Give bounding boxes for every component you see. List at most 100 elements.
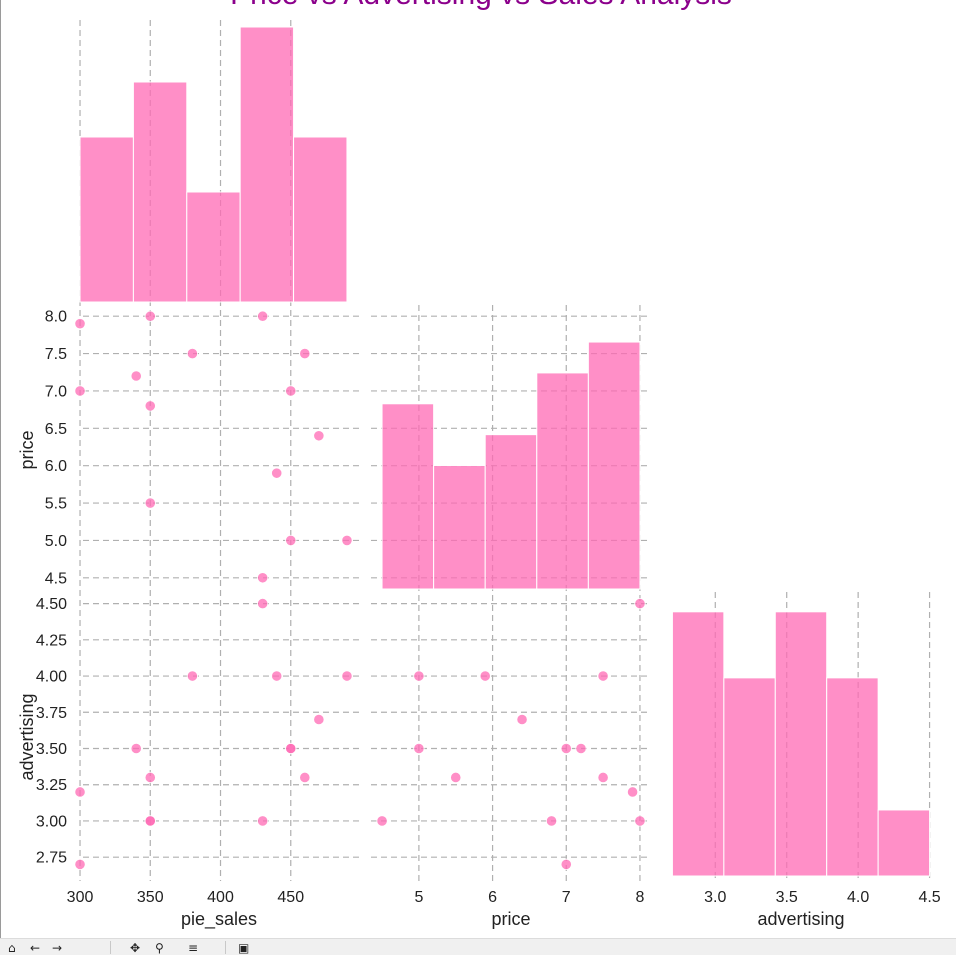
navigation-toolbar: ⌂ ← → ✥ ⚲ ≡ ▣: [0, 938, 956, 954]
scatter-point: [560, 858, 572, 871]
scatter-point: [626, 786, 639, 798]
y-tick-label: 4.25: [36, 632, 67, 649]
scatter-point: [575, 742, 587, 755]
y-axis-label-advertising: advertising: [17, 693, 37, 780]
scatter-point: [186, 670, 199, 682]
scatter-point: [450, 771, 462, 784]
scatter-point: [186, 347, 199, 360]
scatter-advertising-vs-pie-sales: [74, 597, 353, 871]
save-icon[interactable]: ▣: [238, 941, 250, 955]
x-tick-label: 450: [277, 889, 304, 906]
scatter-point: [74, 858, 86, 871]
scatter-point: [413, 670, 425, 682]
histogram-bar: [826, 677, 879, 877]
y-axis-label-price: price: [17, 430, 37, 469]
y-tick-label: 6.5: [45, 421, 67, 438]
scatter-point: [285, 534, 297, 547]
histogram-bar: [484, 434, 538, 590]
toolbar-separator: [110, 941, 111, 954]
y-tick-label: 3.50: [36, 741, 67, 758]
scatter-point: [130, 370, 142, 382]
y-tick-label: 3.00: [36, 813, 67, 830]
x-tick-label: 4.5: [918, 889, 940, 906]
pan-icon[interactable]: ✥: [130, 941, 141, 955]
histogram-bar: [877, 809, 931, 877]
histogram-advertising: [671, 611, 931, 877]
scatter-point: [257, 597, 269, 610]
toolbar-separator: [225, 941, 226, 954]
scatter-point: [479, 670, 491, 682]
scatter-point: [285, 385, 297, 397]
histogram-bar: [587, 341, 641, 590]
scatter-point: [560, 742, 572, 755]
histogram-bar: [774, 611, 828, 877]
histogram-bar: [79, 136, 134, 303]
scatter-point: [144, 815, 156, 827]
y-tick-label: 8.0: [45, 309, 67, 326]
scatter-point: [299, 771, 311, 784]
histogram-bar: [433, 465, 486, 590]
x-tick-label: 3.5: [776, 889, 798, 906]
x-tick-label: 6: [488, 889, 497, 906]
histogram-bar: [381, 403, 435, 590]
scatter-point: [545, 815, 558, 827]
scatter-point: [285, 742, 297, 755]
scatter-point: [144, 310, 156, 322]
histogram-bar: [132, 81, 188, 303]
y-tick-label: 7.5: [45, 346, 67, 363]
y-tick-label: 4.50: [36, 596, 67, 613]
y-tick-label: 2.75: [36, 850, 67, 867]
scatter-price-vs-pie-sales: [74, 310, 353, 584]
y-tick-label: 3.75: [36, 705, 67, 722]
histogram-bar: [293, 136, 348, 303]
scatter-point: [634, 815, 646, 827]
x-axis-label-price: price: [491, 909, 530, 929]
y-tick-label: 5.0: [45, 533, 67, 550]
scatter-point: [597, 771, 609, 784]
x-tick-label: 7: [562, 889, 571, 906]
scatter-point: [299, 347, 311, 360]
scatter-point: [257, 572, 269, 584]
scatter-point: [130, 742, 142, 755]
x-axis-label-advertising: advertising: [757, 909, 844, 929]
y-tick-label: 6.0: [45, 458, 67, 475]
scatter-point: [144, 497, 156, 509]
x-tick-label: 3.0: [704, 889, 726, 906]
scatter-point: [597, 670, 609, 682]
x-tick-label: 300: [67, 889, 94, 906]
x-tick-label: 350: [137, 889, 164, 906]
x-tick-label: 400: [207, 889, 234, 906]
zoom-icon[interactable]: ⚲: [155, 941, 164, 955]
back-icon[interactable]: ←: [30, 941, 41, 955]
home-icon[interactable]: ⌂: [8, 941, 16, 955]
x-axis-label-pie-sales: pie_sales: [181, 909, 257, 930]
scatter-point: [74, 385, 86, 397]
histogram-bar: [186, 191, 241, 303]
x-tick-label: 4.0: [847, 889, 869, 906]
scatter-point: [516, 713, 528, 726]
forward-icon[interactable]: →: [52, 941, 63, 955]
histogram-bar: [723, 677, 776, 877]
scatter-advertising-vs-price: [376, 597, 646, 871]
y-tick-label: 4.00: [36, 669, 67, 686]
scatter-point: [271, 670, 283, 682]
scatter-point: [271, 467, 283, 479]
histogram-bar: [239, 26, 295, 303]
scatter-point: [634, 597, 646, 610]
scatter-point: [376, 815, 388, 827]
scatter-point: [341, 670, 353, 682]
histogram-price: [381, 341, 641, 590]
scatter-point: [74, 786, 86, 798]
histogram-bar: [536, 372, 589, 590]
x-tick-label: 8: [635, 889, 644, 906]
scatter-point: [413, 742, 425, 755]
y-tick-label: 7.0: [45, 383, 67, 400]
configure-icon[interactable]: ≡: [188, 941, 199, 955]
histogram-pie-sales: [79, 26, 348, 303]
histogram-bar: [671, 611, 725, 877]
scatter-point: [144, 400, 156, 412]
y-tick-label: 4.5: [45, 570, 67, 587]
y-tick-label: 5.5: [45, 496, 67, 513]
